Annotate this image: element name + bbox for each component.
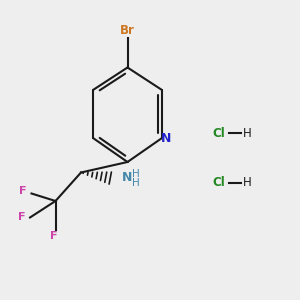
Text: H: H xyxy=(242,176,251,190)
Text: Br: Br xyxy=(120,24,135,38)
Text: N: N xyxy=(161,131,172,145)
Text: F: F xyxy=(19,186,26,196)
Text: F: F xyxy=(50,231,58,241)
Text: H: H xyxy=(132,169,140,179)
Text: H: H xyxy=(242,127,251,140)
Text: Cl: Cl xyxy=(213,176,225,190)
Text: H: H xyxy=(132,178,140,188)
Text: Cl: Cl xyxy=(213,127,225,140)
Text: N: N xyxy=(122,171,132,184)
Text: F: F xyxy=(18,212,25,223)
